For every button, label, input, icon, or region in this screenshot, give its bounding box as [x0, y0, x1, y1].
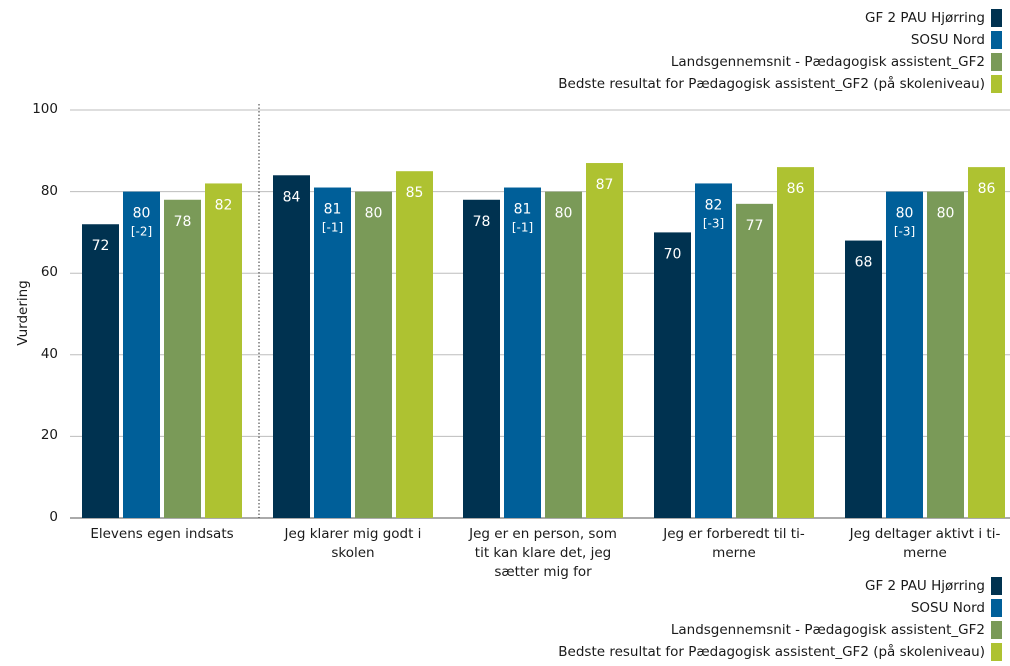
bar	[927, 191, 964, 518]
x-tick-label: Jeg deltager aktivt i ti-merne	[840, 525, 1010, 563]
x-tick-label-line: merne	[903, 545, 947, 561]
bar	[586, 163, 623, 519]
x-tick-label: Jeg er en person, som tit kan klare det, …	[458, 525, 628, 582]
legend-swatch	[991, 53, 1002, 71]
legend-label: GF 2 PAU Hjørring	[865, 578, 985, 594]
bar-value-label: 72	[92, 238, 110, 254]
legend-label: Bedste resultat for Pædagogisk assistent…	[558, 76, 985, 92]
x-tick-label-line: Elevens egen indsats	[90, 526, 234, 542]
bar	[777, 167, 814, 518]
x-tick-label: Jeg er forberedt til ti-merne	[649, 525, 819, 563]
x-tick-label-line: Jeg klarer mig godt i	[284, 526, 422, 542]
legend-label: GF 2 PAU Hjørring	[865, 10, 985, 26]
y-tick-label: 60	[40, 264, 58, 281]
bar	[463, 199, 500, 518]
bar-value-label: 80	[896, 206, 914, 222]
bar	[314, 187, 351, 518]
bar-value-label: 80	[365, 206, 383, 222]
x-tick-label-line: skolen	[331, 545, 375, 561]
legend-label: Landsgennemsnit - Pædagogisk assistent_G…	[670, 54, 985, 70]
bar	[545, 191, 582, 518]
x-tick-label-line: Jeg er forberedt til ti-	[663, 526, 805, 542]
bar-value-label: 81	[514, 202, 532, 218]
legend-swatch	[991, 643, 1002, 661]
bar-value-label: 68	[855, 255, 873, 271]
bar-change-label: [-3]	[894, 225, 915, 239]
legend-label: Landsgennemsnit - Pædagogisk assistent_G…	[670, 622, 985, 638]
bar-value-label: 85	[406, 185, 424, 201]
legend-item: GF 2 PAU Hjørring	[865, 8, 1002, 28]
bar	[396, 171, 433, 518]
bar-change-label: [-1]	[512, 221, 533, 235]
bar-value-label: 70	[664, 246, 682, 262]
bar-value-label: 87	[596, 177, 614, 193]
x-tick-label-line: Jeg deltager aktivt i ti-	[849, 526, 1001, 542]
bar-value-label: 80	[937, 206, 955, 222]
bar-value-label: 80	[555, 206, 573, 222]
bar	[736, 203, 773, 518]
bar-change-label: [-1]	[322, 221, 343, 235]
bar-change-label: [-3]	[703, 216, 724, 230]
bar	[82, 224, 119, 519]
bar-value-label: 86	[787, 181, 805, 197]
bar-value-label: 81	[324, 202, 342, 218]
y-tick-label: 80	[40, 182, 58, 199]
bar	[355, 191, 392, 518]
bar-value-label: 78	[473, 214, 491, 230]
x-tick-label-line: Jeg er en person, som	[469, 526, 617, 542]
bar	[968, 167, 1005, 518]
bar	[123, 191, 160, 518]
bar	[164, 199, 201, 518]
legend-swatch	[991, 599, 1002, 617]
legend-label: Bedste resultat for Pædagogisk assistent…	[558, 644, 985, 660]
bar	[845, 240, 882, 518]
bar-value-label: 82	[705, 197, 723, 213]
x-tick-label: Jeg klarer mig godt i skolen	[268, 525, 438, 563]
bar-change-label: [-2]	[131, 225, 152, 239]
x-tick-label: Elevens egen indsats	[77, 525, 247, 544]
bar	[273, 175, 310, 518]
legend-item: Landsgennemsnit - Pædagogisk assistent_G…	[671, 620, 1002, 640]
bar	[654, 232, 691, 518]
legend-swatch	[991, 31, 1002, 49]
legend-item: GF 2 PAU Hjørring	[865, 576, 1002, 596]
legend-bottom: GF 2 PAU Hjørring SOSU Nord Landsgennemsni…	[0, 576, 1010, 666]
x-tick-label-line: merne	[712, 545, 756, 561]
legend-item: SOSU Nord	[911, 30, 1002, 50]
bar-value-label: 78	[174, 214, 192, 230]
y-tick-label: 100	[32, 101, 58, 117]
x-tick-label-line: sætter mig for	[494, 564, 592, 580]
bar-value-label: 86	[978, 181, 996, 197]
bar-value-label: 77	[746, 218, 764, 234]
bar	[205, 183, 242, 518]
legend-label: SOSU Nord	[910, 32, 985, 48]
y-tick-label: 40	[40, 345, 58, 362]
y-axis-label: Vurdering	[15, 280, 31, 346]
bar	[504, 187, 541, 518]
legend-item: SOSU Nord	[911, 598, 1002, 618]
y-tick-label: 20	[40, 427, 58, 444]
legend-top: GF 2 PAU Hjørring SOSU Nord Landsgennemsni…	[0, 8, 1010, 98]
legend-item: Landsgennemsnit - Pædagogisk assistent_G…	[671, 52, 1002, 72]
bar	[695, 183, 732, 518]
x-tick-label-line: tit kan klare det, jeg	[474, 545, 612, 561]
legend-swatch	[991, 621, 1002, 639]
legend-item: Bedste resultat for Pædagogisk assistent…	[558, 74, 1002, 94]
bar-value-label: 80	[133, 206, 151, 222]
bar	[886, 191, 923, 518]
legend-item: Bedste resultat for Pædagogisk assistent…	[558, 642, 1002, 662]
legend-swatch	[991, 9, 1002, 27]
legend-swatch	[991, 577, 1002, 595]
bar-value-label: 82	[215, 197, 233, 213]
legend-label: SOSU Nord	[910, 600, 985, 616]
y-tick-label: 0	[49, 509, 58, 525]
legend-swatch	[991, 75, 1002, 93]
bar-value-label: 84	[283, 189, 301, 205]
